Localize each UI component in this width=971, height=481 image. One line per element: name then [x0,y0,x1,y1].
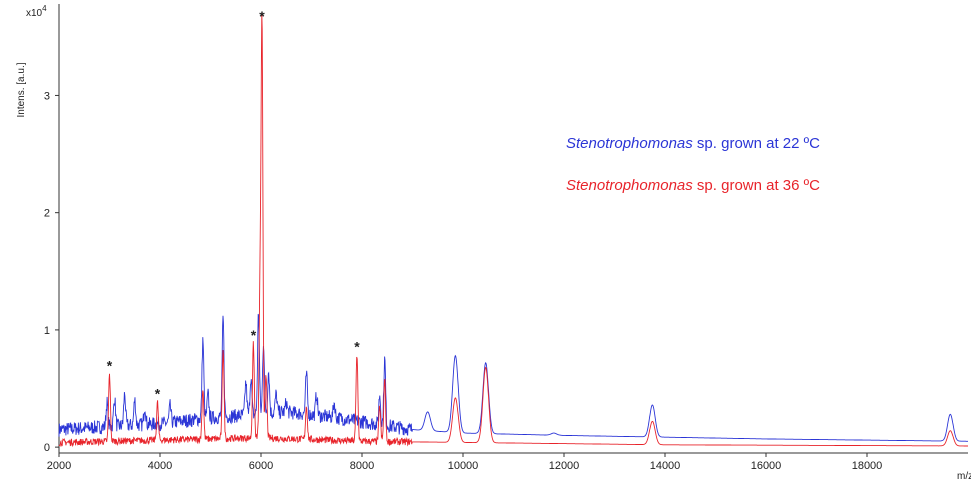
peak-marker: * [259,8,265,24]
peak-marker: * [155,386,161,402]
y-tick-label: 2 [44,208,50,220]
peak-annotations: * * * * * [107,8,360,401]
legend: Stenotrophomonas sp. grown at 22 ºC Sten… [566,135,820,194]
x-tick-label: 12000 [549,460,580,472]
x-tick-label: 18000 [852,460,883,472]
peak-marker: * [251,327,257,343]
x-tick-label: 8000 [350,460,374,472]
x-tick-label: 4000 [148,460,172,472]
y-axis-label: Intens. [a.u.] [16,62,27,117]
y-tick-label: 3 [44,90,50,102]
legend-entry-36c: Stenotrophomonas sp. grown at 36 ºC [566,177,820,194]
series-lines [58,12,968,448]
series-line-1 [58,12,968,448]
x-tick-label: 10000 [448,460,479,472]
y-tick-label: 0 [44,442,50,454]
legend-entry-22c: Stenotrophomonas sp. grown at 22 ºC [566,135,820,152]
y-axis-multiplier: x104 [26,4,47,19]
axes: 2000 4000 6000 8000 10000 12000 14000 16000 1800… [44,4,968,472]
x-tick-label: 6000 [249,460,273,472]
y-tick-label: 1 [44,325,50,337]
peak-marker: * [354,339,360,355]
series-line-0 [58,313,968,442]
x-tick-label: 14000 [650,460,681,472]
x-axis-label: m/z [957,471,971,481]
peak-marker: * [107,357,113,373]
x-tick-label: 16000 [751,460,782,472]
x-tick-label: 2000 [47,460,71,472]
